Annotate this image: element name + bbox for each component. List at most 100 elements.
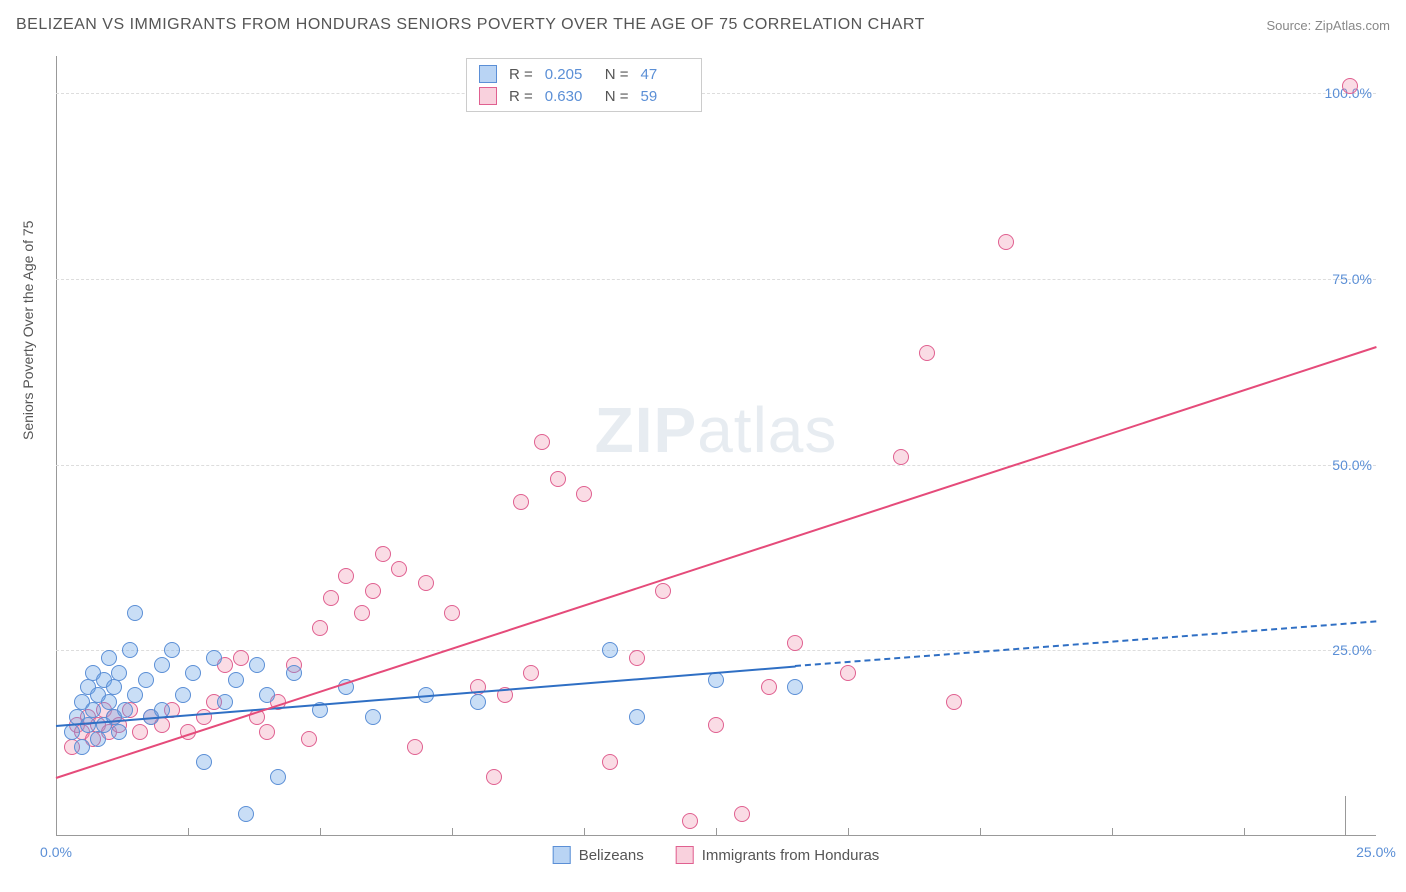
x-tick-label: 0.0% bbox=[40, 844, 72, 860]
scatter-point bbox=[117, 702, 133, 718]
grid-line bbox=[56, 279, 1376, 280]
scatter-point bbox=[286, 665, 302, 681]
scatter-point bbox=[407, 739, 423, 755]
scatter-point bbox=[301, 731, 317, 747]
x-tick-mark bbox=[584, 828, 585, 836]
scatter-point bbox=[787, 635, 803, 651]
scatter-point bbox=[655, 583, 671, 599]
legend-row: R =0.205N =47 bbox=[479, 63, 689, 85]
legend-label: Belizeans bbox=[579, 847, 644, 864]
y-tick-label: 50.0% bbox=[1332, 457, 1372, 473]
n-value: 59 bbox=[641, 88, 689, 105]
x-tick-mark bbox=[1112, 828, 1113, 836]
legend-swatch bbox=[479, 65, 497, 83]
legend-swatch bbox=[676, 846, 694, 864]
legend-item: Immigrants from Honduras bbox=[676, 846, 880, 864]
series-legend: Belizeans Immigrants from Honduras bbox=[553, 846, 880, 864]
scatter-point bbox=[602, 754, 618, 770]
scatter-point bbox=[513, 494, 529, 510]
scatter-point bbox=[365, 583, 381, 599]
scatter-point bbox=[919, 345, 935, 361]
scatter-point bbox=[111, 724, 127, 740]
scatter-point bbox=[734, 806, 750, 822]
scatter-point bbox=[206, 650, 222, 666]
x-tick-mark bbox=[452, 828, 453, 836]
legend-swatch bbox=[479, 87, 497, 105]
y-axis-right-stub bbox=[1345, 796, 1346, 836]
grid-line bbox=[56, 465, 1376, 466]
scatter-point bbox=[127, 605, 143, 621]
scatter-point bbox=[761, 679, 777, 695]
scatter-point bbox=[217, 694, 233, 710]
scatter-point bbox=[90, 731, 106, 747]
x-tick-label: 25.0% bbox=[1356, 844, 1396, 860]
scatter-point bbox=[840, 665, 856, 681]
scatter-point bbox=[787, 679, 803, 695]
source-attribution: Source: ZipAtlas.com bbox=[1266, 18, 1390, 33]
scatter-point bbox=[249, 657, 265, 673]
scatter-point bbox=[602, 642, 618, 658]
scatter-point bbox=[338, 568, 354, 584]
scatter-point bbox=[196, 754, 212, 770]
x-tick-mark bbox=[980, 828, 981, 836]
scatter-point bbox=[365, 709, 381, 725]
x-tick-mark bbox=[188, 828, 189, 836]
scatter-point bbox=[259, 724, 275, 740]
scatter-point bbox=[323, 590, 339, 606]
scatter-point bbox=[175, 687, 191, 703]
scatter-point bbox=[74, 739, 90, 755]
scatter-point bbox=[629, 650, 645, 666]
r-label: R = bbox=[509, 88, 533, 105]
x-tick-mark bbox=[716, 828, 717, 836]
scatter-point bbox=[101, 650, 117, 666]
legend-row: R =0.630N =59 bbox=[479, 85, 689, 107]
scatter-point bbox=[444, 605, 460, 621]
scatter-point bbox=[85, 702, 101, 718]
scatter-point bbox=[1342, 78, 1358, 94]
scatter-point bbox=[233, 650, 249, 666]
trend-line bbox=[56, 346, 1377, 779]
y-tick-label: 25.0% bbox=[1332, 642, 1372, 658]
grid-line bbox=[56, 650, 1376, 651]
scatter-point bbox=[375, 546, 391, 562]
scatter-point bbox=[708, 717, 724, 733]
grid-line bbox=[56, 93, 1376, 94]
scatter-point bbox=[998, 234, 1014, 250]
r-value: 0.205 bbox=[545, 66, 593, 83]
x-tick-mark bbox=[848, 828, 849, 836]
y-axis-line bbox=[56, 56, 57, 836]
scatter-point bbox=[893, 449, 909, 465]
scatter-point bbox=[391, 561, 407, 577]
scatter-point bbox=[154, 657, 170, 673]
scatter-point bbox=[470, 694, 486, 710]
chart-title: BELIZEAN VS IMMIGRANTS FROM HONDURAS SEN… bbox=[16, 16, 925, 34]
scatter-point bbox=[312, 620, 328, 636]
scatter-point bbox=[259, 687, 275, 703]
scatter-point bbox=[486, 769, 502, 785]
scatter-point bbox=[111, 665, 127, 681]
y-tick-label: 75.0% bbox=[1332, 271, 1372, 287]
scatter-point bbox=[946, 694, 962, 710]
scatter-point bbox=[127, 687, 143, 703]
scatter-point bbox=[164, 642, 180, 658]
x-tick-mark bbox=[320, 828, 321, 836]
scatter-point bbox=[122, 642, 138, 658]
scatter-point bbox=[196, 709, 212, 725]
scatter-point bbox=[629, 709, 645, 725]
scatter-point bbox=[238, 806, 254, 822]
scatter-point bbox=[576, 486, 592, 502]
trend-line bbox=[56, 665, 795, 726]
scatter-point bbox=[418, 575, 434, 591]
scatter-point bbox=[534, 434, 550, 450]
scatter-point bbox=[354, 605, 370, 621]
scatter-point bbox=[523, 665, 539, 681]
scatter-point bbox=[185, 665, 201, 681]
n-label: N = bbox=[605, 88, 629, 105]
legend-item: Belizeans bbox=[553, 846, 644, 864]
y-axis-label: Seniors Poverty Over the Age of 75 bbox=[20, 221, 36, 440]
scatter-point bbox=[228, 672, 244, 688]
chart-plot-area: ZIPatlas 25.0%50.0%75.0%100.0%0.0%25.0% … bbox=[56, 56, 1376, 836]
scatter-point bbox=[132, 724, 148, 740]
trend-line bbox=[795, 621, 1376, 668]
scatter-point bbox=[138, 672, 154, 688]
